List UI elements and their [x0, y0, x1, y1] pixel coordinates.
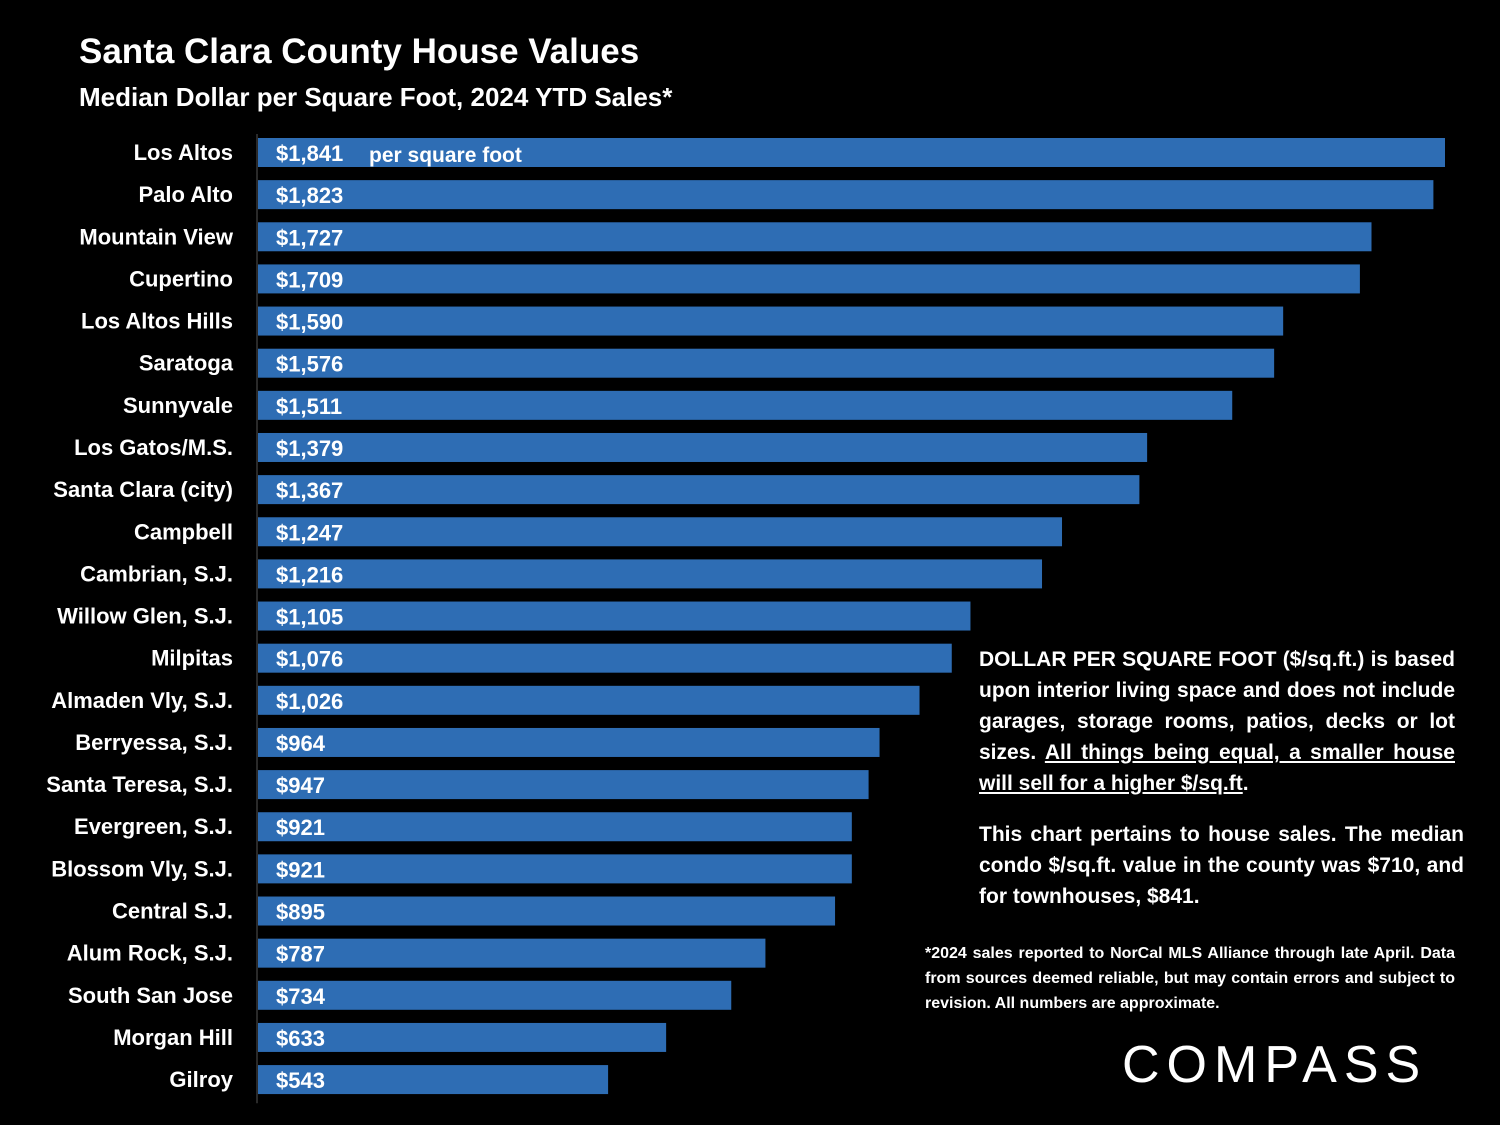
bar-16 [258, 812, 852, 842]
category-label: Morgan Hill [113, 1025, 233, 1050]
unit-annotation: per square foot [369, 144, 522, 167]
bar-2 [258, 222, 1372, 252]
value-label: $1,367 [276, 478, 343, 503]
value-label: $921 [276, 857, 325, 882]
value-label: $1,026 [276, 689, 343, 714]
bar-9 [258, 517, 1063, 547]
bar-18 [258, 896, 836, 926]
bar-1 [258, 180, 1434, 210]
definition-emphasis: All things being equal, a smaller house … [979, 741, 1455, 795]
category-label: Santa Teresa, S.J. [46, 772, 233, 797]
category-label: Campbell [134, 519, 233, 544]
value-label: $964 [276, 731, 326, 756]
bar-19 [258, 938, 766, 968]
category-label: Evergreen, S.J. [74, 814, 233, 839]
bar-10 [258, 559, 1043, 589]
value-label: $1,590 [276, 310, 343, 335]
category-label: Mountain View [79, 224, 233, 249]
bar-13 [258, 685, 920, 715]
bar-0 [258, 138, 1445, 167]
category-label: Berryessa, S.J. [75, 730, 233, 755]
category-label: Los Altos [134, 140, 233, 165]
category-label: Los Gatos/M.S. [74, 435, 233, 460]
category-label: Cambrian, S.J. [80, 561, 233, 586]
chart-subtitle: Median Dollar per Square Foot, 2024 YTD … [79, 82, 673, 112]
value-label: $947 [276, 773, 325, 798]
bar-3 [258, 264, 1360, 294]
bar-12 [258, 643, 952, 673]
value-label: $1,511 [276, 394, 342, 419]
value-label: $1,379 [276, 436, 343, 461]
value-label: $734 [276, 984, 326, 1009]
value-label: $1,841 [276, 141, 343, 166]
category-label: Los Altos Hills [81, 309, 233, 334]
bar-15 [258, 770, 869, 800]
value-label: $1,727 [276, 225, 343, 250]
value-label: $1,105 [276, 605, 343, 630]
bar-17 [258, 854, 852, 884]
category-label: Willow Glen, S.J. [57, 604, 233, 629]
category-label: Milpitas [151, 646, 233, 671]
bar-11 [258, 601, 971, 631]
definition-end: . [1242, 772, 1249, 795]
compass-logo: COMPASS [1122, 1036, 1428, 1094]
category-label: Saratoga [139, 351, 234, 376]
condo-note: This chart pertains to house sales. The … [979, 823, 1464, 908]
bar-22 [258, 1065, 609, 1095]
category-label: Almaden Vly, S.J. [51, 688, 233, 713]
bar-20 [258, 980, 732, 1010]
value-label: $1,709 [276, 267, 343, 292]
bar-21 [258, 1022, 667, 1052]
bar-6 [258, 390, 1233, 420]
category-label: Central S.J. [112, 899, 233, 924]
value-label: $633 [276, 1026, 325, 1051]
bar-5 [258, 348, 1275, 378]
value-label: $1,576 [276, 352, 343, 377]
chart-title: Santa Clara County House Values [79, 32, 640, 71]
value-label: $1,823 [276, 183, 343, 208]
definition-text: DOLLAR PER SQUARE FOOT ($/sq.ft.) is bas… [979, 648, 1455, 764]
value-label: $921 [276, 815, 325, 840]
category-label: Gilroy [169, 1067, 233, 1092]
bar-4 [258, 306, 1284, 336]
category-label: Santa Clara (city) [53, 477, 233, 502]
value-label: $1,247 [276, 520, 343, 545]
category-label: Cupertino [129, 266, 233, 291]
value-label: $895 [276, 900, 325, 925]
category-label: Alum Rock, S.J. [67, 941, 233, 966]
category-label: Palo Alto [138, 182, 233, 207]
definition-note: DOLLAR PER SQUARE FOOT ($/sq.ft.) is bas… [979, 644, 1455, 817]
footnote: *2024 sales reported to NorCal MLS Allia… [925, 945, 1455, 1012]
category-label: Blossom Vly, S.J. [51, 856, 233, 881]
value-label: $1,216 [276, 562, 343, 587]
value-label: $543 [276, 1068, 325, 1093]
bar-8 [258, 475, 1140, 505]
bar-14 [258, 727, 880, 757]
category-label: South San Jose [68, 983, 233, 1008]
value-label: $1,076 [276, 647, 343, 672]
category-label: Sunnyvale [123, 393, 233, 418]
value-label: $787 [276, 942, 325, 967]
bar-7 [258, 432, 1148, 462]
